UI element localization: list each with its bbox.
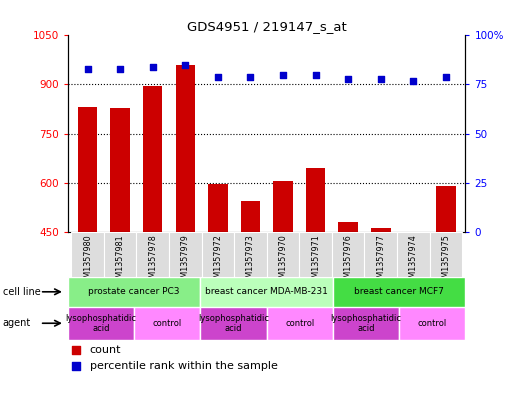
Text: GSM1357972: GSM1357972 [213, 234, 222, 288]
Text: GSM1357981: GSM1357981 [116, 234, 124, 288]
FancyBboxPatch shape [200, 277, 333, 307]
Point [409, 77, 417, 84]
FancyBboxPatch shape [201, 232, 234, 277]
Point [116, 66, 124, 72]
Text: GSM1357977: GSM1357977 [376, 234, 385, 288]
Text: control: control [285, 319, 314, 328]
Point [279, 72, 287, 78]
FancyBboxPatch shape [104, 232, 137, 277]
Bar [176, 65, 195, 232]
Text: lysophosphatidic
acid: lysophosphatidic acid [198, 314, 269, 333]
Text: lysophosphatidic
acid: lysophosphatidic acid [65, 314, 137, 333]
FancyBboxPatch shape [68, 277, 200, 307]
Title: GDS4951 / 219147_s_at: GDS4951 / 219147_s_at [187, 20, 347, 33]
Point [181, 62, 189, 68]
Text: GSM1357978: GSM1357978 [148, 234, 157, 288]
Text: GSM1357980: GSM1357980 [83, 234, 92, 288]
FancyBboxPatch shape [267, 307, 333, 340]
Point [72, 347, 80, 353]
Bar [241, 201, 260, 232]
FancyBboxPatch shape [333, 307, 399, 340]
FancyBboxPatch shape [365, 232, 397, 277]
FancyBboxPatch shape [68, 307, 134, 340]
Bar [306, 168, 325, 232]
Text: breast cancer MCF7: breast cancer MCF7 [354, 287, 444, 296]
Text: breast cancer MDA-MB-231: breast cancer MDA-MB-231 [206, 287, 328, 296]
Bar [338, 222, 358, 232]
Text: prostate cancer PC3: prostate cancer PC3 [88, 287, 180, 296]
Text: percentile rank within the sample: percentile rank within the sample [90, 362, 278, 371]
Point [83, 66, 92, 72]
Bar [371, 228, 391, 232]
FancyBboxPatch shape [71, 232, 104, 277]
Bar [143, 86, 163, 232]
FancyBboxPatch shape [332, 232, 365, 277]
FancyBboxPatch shape [134, 307, 200, 340]
FancyBboxPatch shape [397, 232, 429, 277]
Text: agent: agent [3, 318, 31, 328]
FancyBboxPatch shape [267, 232, 299, 277]
FancyBboxPatch shape [399, 307, 465, 340]
FancyBboxPatch shape [200, 307, 267, 340]
Text: GSM1357970: GSM1357970 [279, 234, 288, 288]
Point [214, 73, 222, 80]
FancyBboxPatch shape [169, 232, 201, 277]
Text: count: count [90, 345, 121, 355]
Point [311, 72, 320, 78]
Bar [78, 107, 97, 232]
Point [442, 73, 450, 80]
Text: GSM1357971: GSM1357971 [311, 234, 320, 288]
Point [377, 75, 385, 82]
Text: control: control [418, 319, 447, 328]
FancyBboxPatch shape [299, 232, 332, 277]
Text: GSM1357974: GSM1357974 [409, 234, 418, 288]
FancyBboxPatch shape [137, 232, 169, 277]
Text: GSM1357973: GSM1357973 [246, 234, 255, 288]
Bar [208, 184, 228, 232]
FancyBboxPatch shape [429, 232, 462, 277]
Point [149, 64, 157, 70]
Bar [273, 181, 293, 232]
Point [246, 73, 255, 80]
Bar [436, 186, 456, 232]
FancyBboxPatch shape [333, 277, 465, 307]
Point [72, 363, 80, 369]
Bar [110, 108, 130, 232]
Text: GSM1357979: GSM1357979 [181, 234, 190, 288]
FancyBboxPatch shape [234, 232, 267, 277]
Text: lysophosphatidic
acid: lysophosphatidic acid [331, 314, 402, 333]
Text: control: control [153, 319, 182, 328]
Point [344, 75, 353, 82]
Text: GSM1357975: GSM1357975 [441, 234, 450, 288]
Text: cell line: cell line [3, 287, 40, 297]
Text: GSM1357976: GSM1357976 [344, 234, 353, 288]
